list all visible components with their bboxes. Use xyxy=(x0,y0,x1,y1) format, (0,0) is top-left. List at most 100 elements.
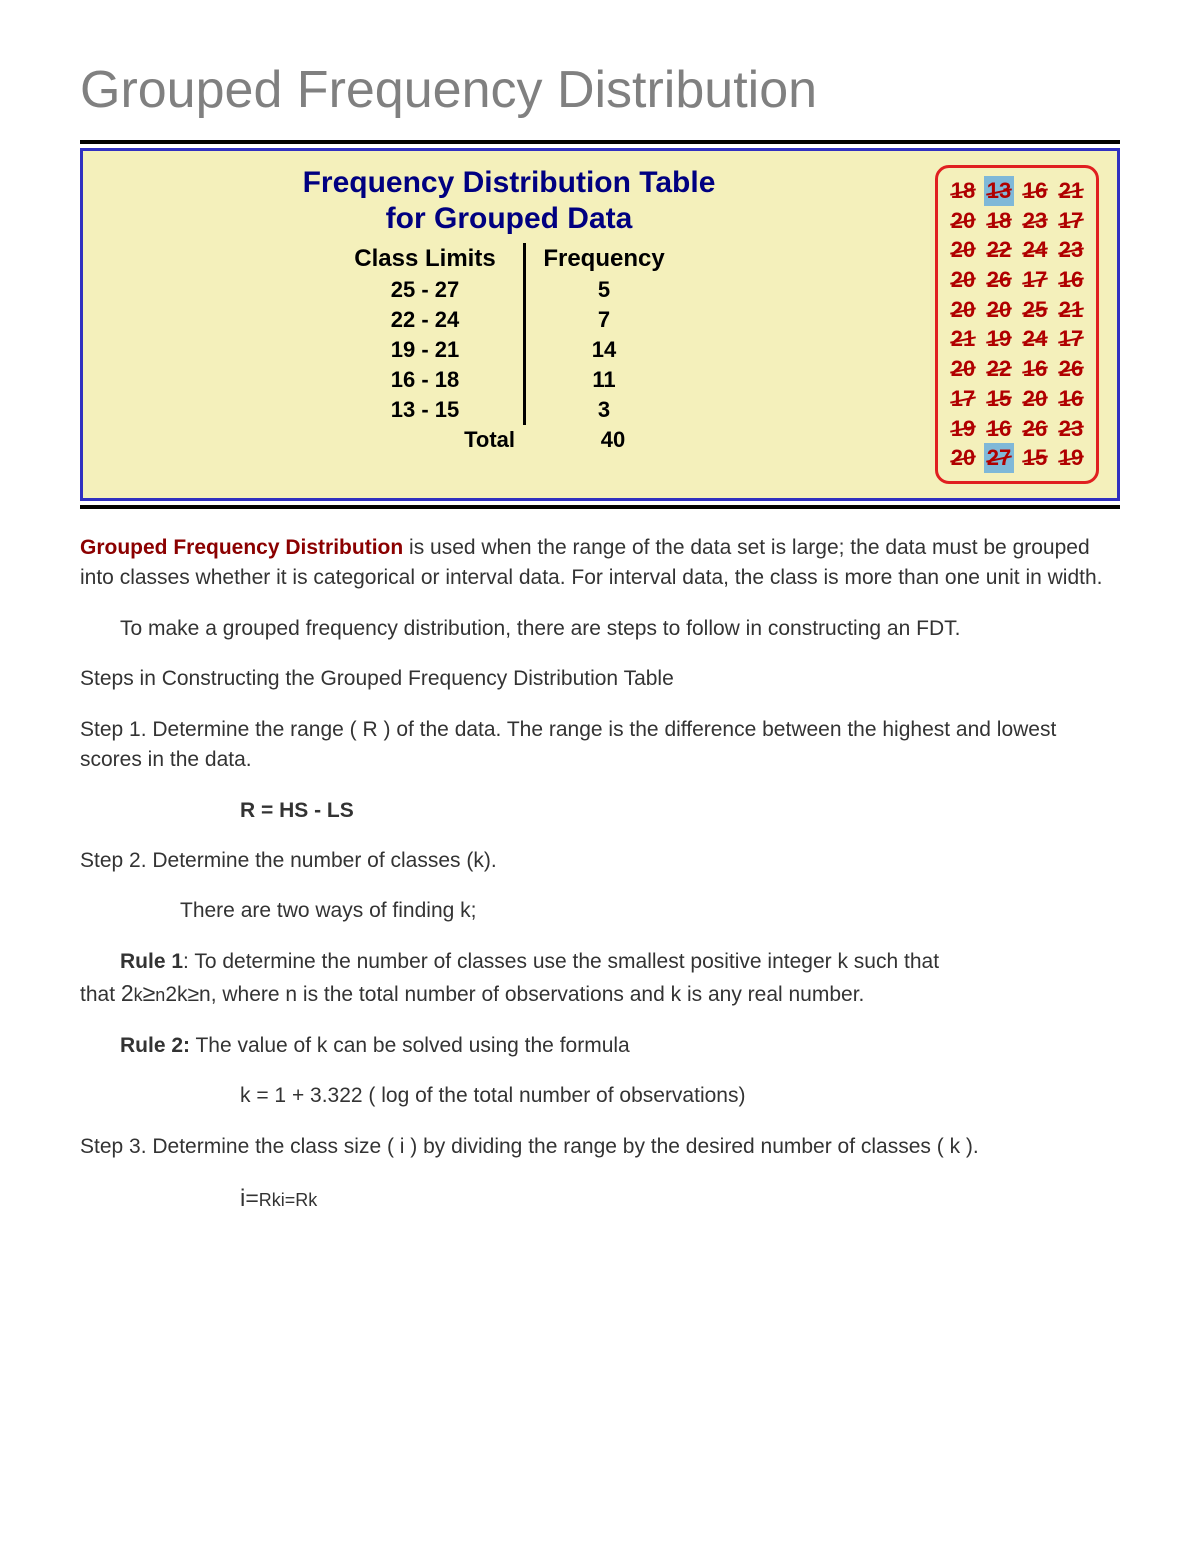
col-header-limits: Class Limits xyxy=(327,243,523,275)
table-row: 13 - 153 xyxy=(327,395,691,425)
cell-limits: 19 - 21 xyxy=(327,335,523,365)
data-number: 13 xyxy=(984,176,1014,206)
fdt-total-row: Total 40 xyxy=(327,425,691,455)
fdt-header-row: Class Limits Frequency xyxy=(327,243,691,275)
body-text: Grouped Frequency Distribution is used w… xyxy=(80,533,1120,1217)
data-number: 26 xyxy=(1020,414,1050,444)
cell-limits: 22 - 24 xyxy=(327,305,523,335)
cell-limits: 13 - 15 xyxy=(327,395,523,425)
cell-freq: 11 xyxy=(523,365,682,395)
fdt-heading-line1: Frequency Distribution Table xyxy=(303,166,716,199)
data-number: 23 xyxy=(1056,414,1086,444)
data-row: 20261716 xyxy=(948,265,1086,295)
rule1-math: 2k≥n xyxy=(121,980,165,1006)
data-row: 20221626 xyxy=(948,354,1086,384)
data-number: 17 xyxy=(1056,206,1086,236)
fdt-table: Class Limits Frequency 25 - 27522 - 2471… xyxy=(327,243,691,455)
data-row: 20222423 xyxy=(948,235,1086,265)
data-number: 21 xyxy=(1056,176,1086,206)
fdt-heading: Frequency Distribution Table for Grouped… xyxy=(101,165,917,237)
rule2-text: The value of k can be solved using the f… xyxy=(190,1034,630,1057)
data-number: 18 xyxy=(948,176,978,206)
rule1-text-a: : To determine the number of classes use… xyxy=(183,950,939,973)
cell-freq: 3 xyxy=(523,395,682,425)
data-number: 24 xyxy=(1020,235,1050,265)
fdt-heading-line2: for Grouped Data xyxy=(386,202,633,235)
formula-r: R = HS - LS xyxy=(80,796,1120,826)
data-number: 16 xyxy=(1020,176,1050,206)
data-number: 21 xyxy=(1056,295,1086,325)
data-number: 20 xyxy=(948,235,978,265)
rule-1: Rule 1: To determine the number of class… xyxy=(80,947,1120,1011)
table-row: 25 - 275 xyxy=(327,275,691,305)
data-number: 15 xyxy=(984,384,1014,414)
data-number: 20 xyxy=(948,354,978,384)
data-number: 16 xyxy=(1056,384,1086,414)
steps-heading: Steps in Constructing the Grouped Freque… xyxy=(80,664,1120,694)
data-number: 18 xyxy=(984,206,1014,236)
paragraph-2: To make a grouped frequency distribution… xyxy=(80,614,1120,644)
formula-i: i=Rki=Rk xyxy=(80,1182,1120,1217)
data-number: 16 xyxy=(1056,265,1086,295)
rule1-text-b: 2k≥n, where n is the total number of obs… xyxy=(165,983,864,1006)
data-number: 19 xyxy=(948,414,978,444)
data-number: 22 xyxy=(984,354,1014,384)
data-number: 15 xyxy=(1020,443,1050,473)
data-number: 20 xyxy=(948,443,978,473)
data-number: 22 xyxy=(984,235,1014,265)
table-row: 19 - 2114 xyxy=(327,335,691,365)
formula-k: k = 1 + 3.322 ( log of the total number … xyxy=(80,1081,1120,1111)
data-number: 19 xyxy=(984,324,1014,354)
total-label: Total xyxy=(327,425,535,455)
cell-freq: 7 xyxy=(523,305,682,335)
data-row: 21192417 xyxy=(948,324,1086,354)
data-number: 19 xyxy=(1056,443,1086,473)
data-number: 20 xyxy=(948,295,978,325)
data-row: 20202521 xyxy=(948,295,1086,325)
data-number: 16 xyxy=(984,414,1014,444)
table-row: 16 - 1811 xyxy=(327,365,691,395)
data-number: 20 xyxy=(948,265,978,295)
data-number: 24 xyxy=(1020,324,1050,354)
fdt-table-section: Frequency Distribution Table for Grouped… xyxy=(101,165,917,455)
data-row: 18131621 xyxy=(948,176,1086,206)
intro-lead: Grouped Frequency Distribution xyxy=(80,536,403,559)
step-1: Step 1. Determine the range ( R ) of the… xyxy=(80,715,1120,776)
rule2-label: Rule 2: xyxy=(120,1034,190,1057)
cell-freq: 5 xyxy=(523,275,682,305)
data-row: 19162623 xyxy=(948,414,1086,444)
raw-data-box: 1813162120182317202224232026171620202521… xyxy=(935,165,1099,484)
data-row: 20271519 xyxy=(948,443,1086,473)
step-3: Step 3. Determine the class size ( i ) b… xyxy=(80,1132,1120,1162)
data-number: 17 xyxy=(948,384,978,414)
total-value: 40 xyxy=(535,425,691,455)
data-number: 21 xyxy=(948,324,978,354)
data-row: 20182317 xyxy=(948,206,1086,236)
data-number: 27 xyxy=(984,443,1014,473)
cell-limits: 16 - 18 xyxy=(327,365,523,395)
data-number: 17 xyxy=(1020,265,1050,295)
step-2-sub: There are two ways of finding k; xyxy=(80,896,1120,926)
paragraph-intro: Grouped Frequency Distribution is used w… xyxy=(80,533,1120,594)
cell-freq: 14 xyxy=(523,335,682,365)
data-number: 20 xyxy=(1020,384,1050,414)
data-number: 26 xyxy=(1056,354,1086,384)
rule1-label: Rule 1 xyxy=(120,950,183,973)
step-2: Step 2. Determine the number of classes … xyxy=(80,846,1120,876)
rule-2: Rule 2: The value of k can be solved usi… xyxy=(80,1031,1120,1061)
top-rule xyxy=(80,140,1120,144)
col-header-freq: Frequency xyxy=(523,243,682,275)
data-number: 26 xyxy=(984,265,1014,295)
data-number: 20 xyxy=(984,295,1014,325)
cell-limits: 25 - 27 xyxy=(327,275,523,305)
data-number: 25 xyxy=(1020,295,1050,325)
fdt-panel: Frequency Distribution Table for Grouped… xyxy=(80,148,1120,501)
data-number: 23 xyxy=(1020,206,1050,236)
data-number: 16 xyxy=(1020,354,1050,384)
bottom-rule xyxy=(80,505,1120,509)
table-row: 22 - 247 xyxy=(327,305,691,335)
data-row: 17152016 xyxy=(948,384,1086,414)
page-title: Grouped Frequency Distribution xyxy=(80,60,1120,120)
data-number: 20 xyxy=(948,206,978,236)
data-number: 17 xyxy=(1056,324,1086,354)
